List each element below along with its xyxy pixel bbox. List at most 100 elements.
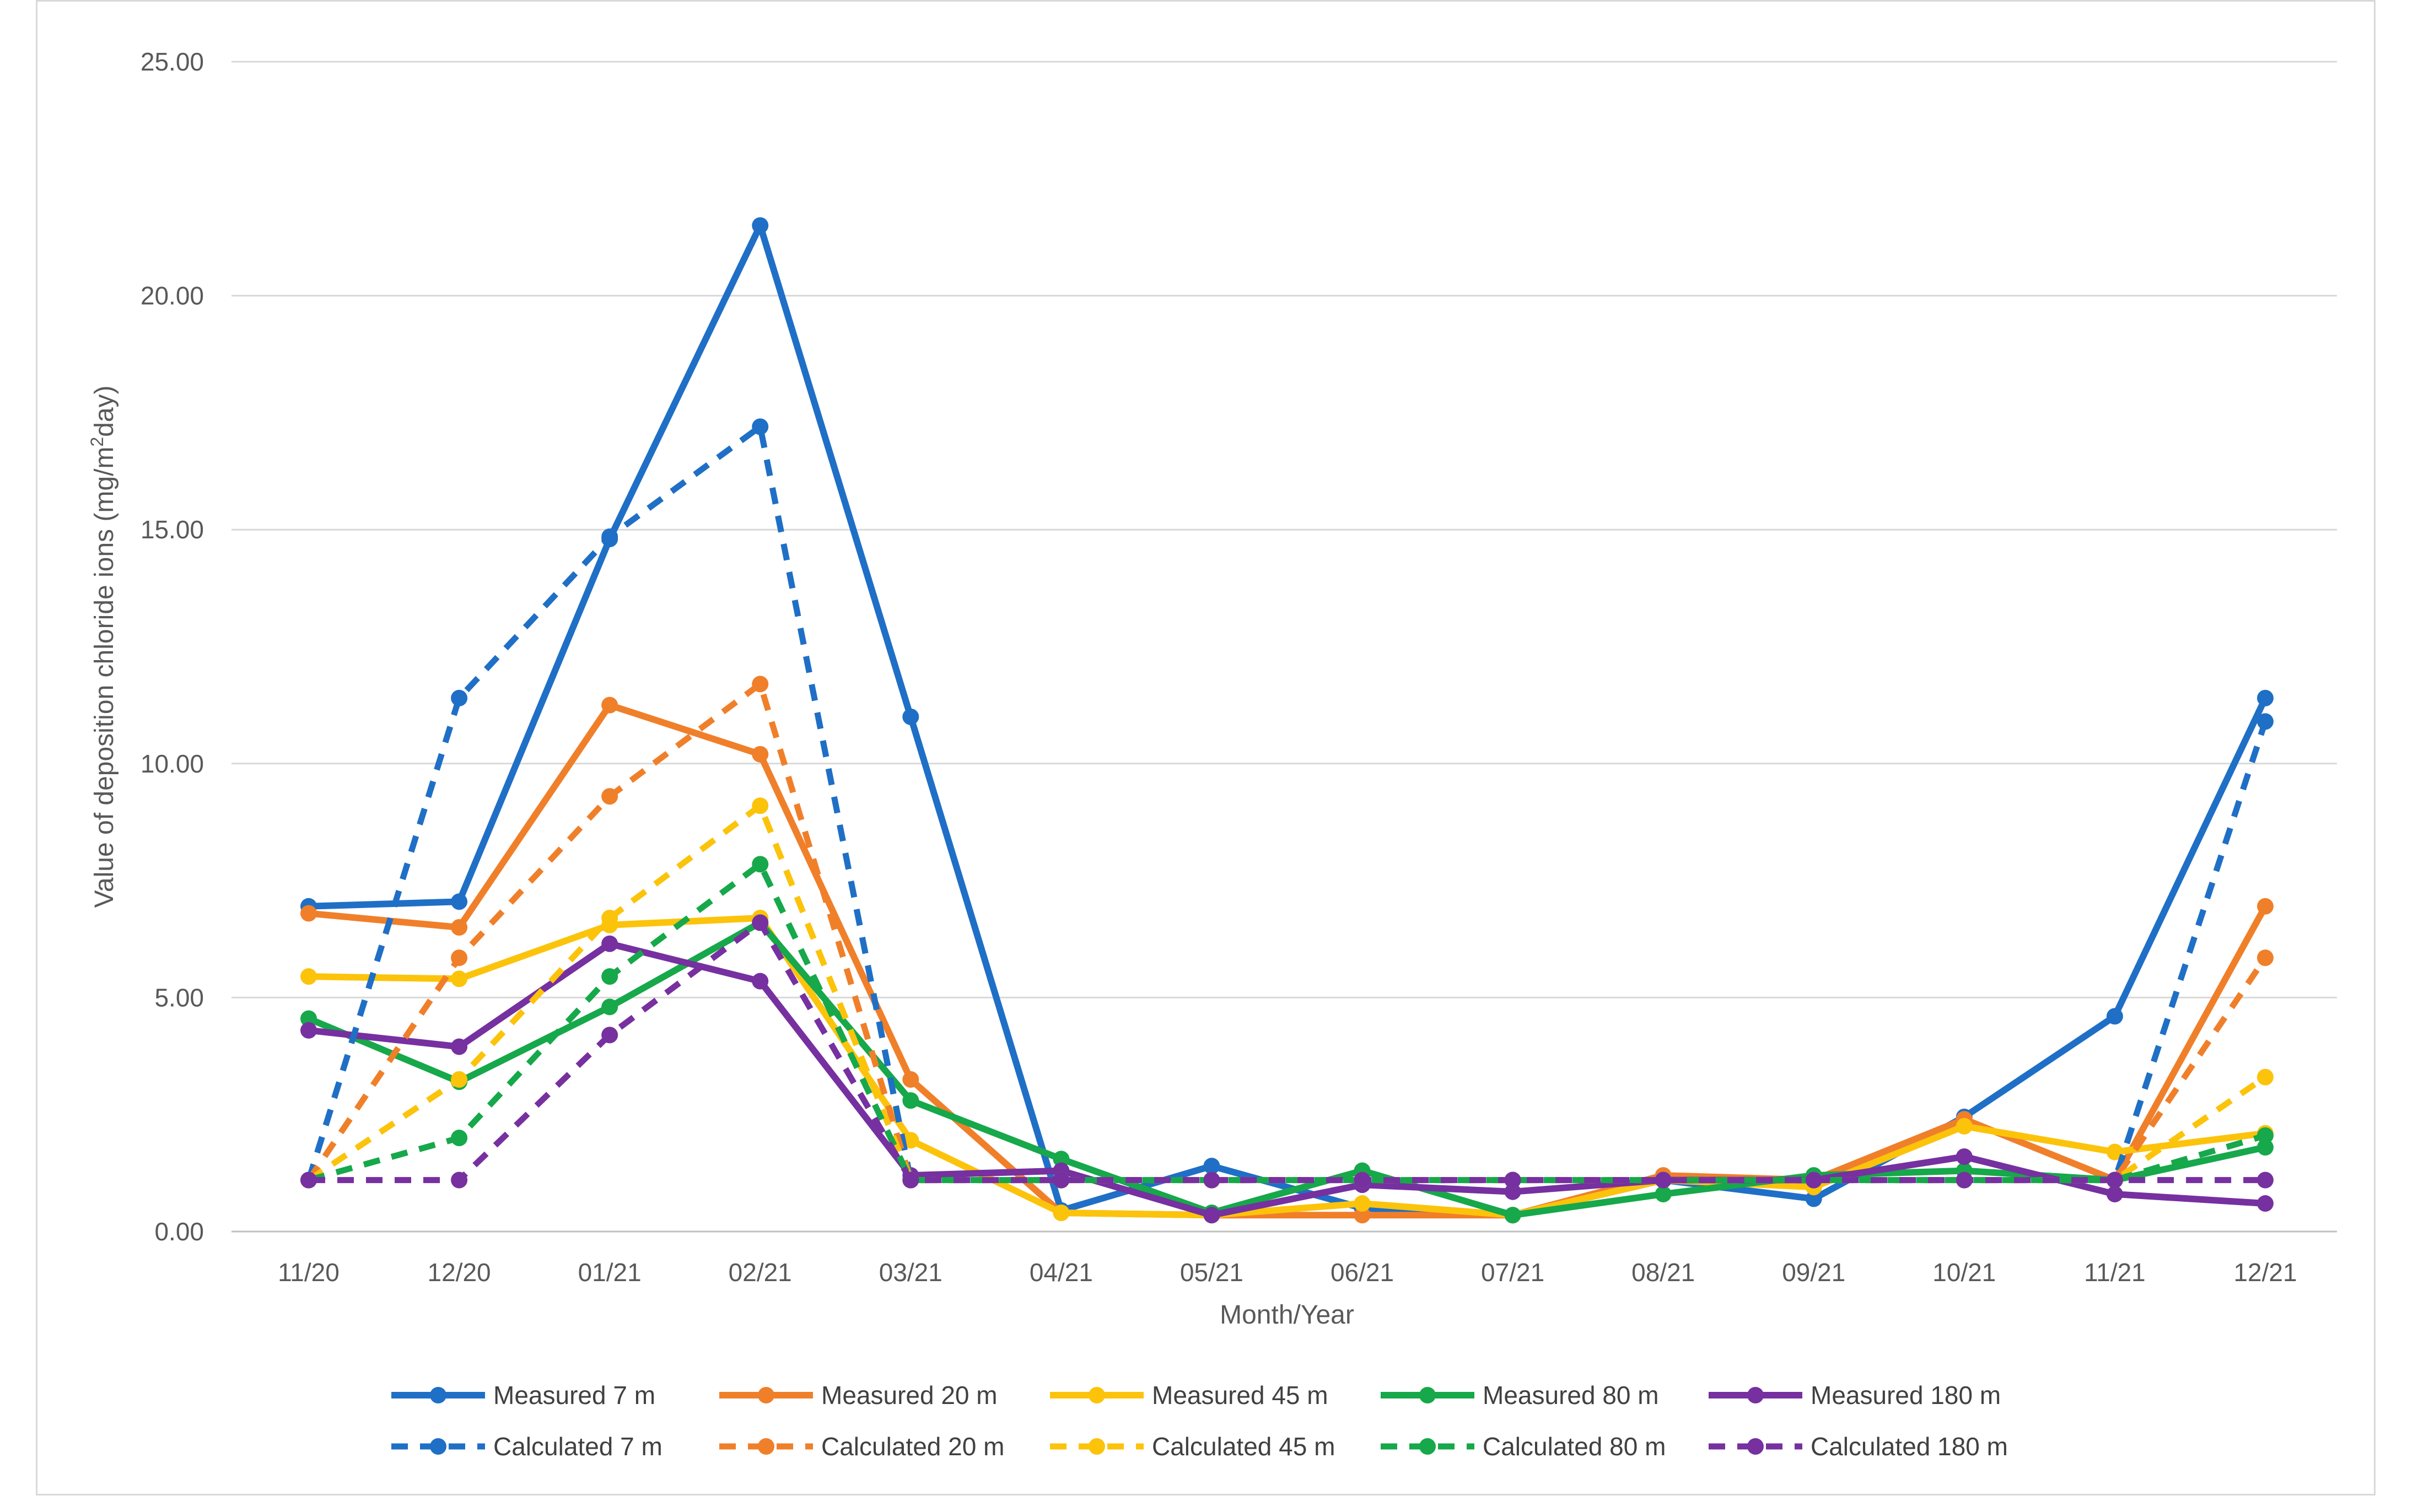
y-axis-title: Value of deposition chloride ions (mg/m2… xyxy=(87,385,119,908)
data-point xyxy=(1203,1207,1220,1224)
data-point xyxy=(1203,1158,1220,1175)
data-point xyxy=(1053,1151,1070,1168)
data-point xyxy=(2257,1139,2274,1156)
data-point xyxy=(1504,1207,1521,1224)
y-tick-label: 25.00 xyxy=(141,47,204,76)
x-tick-label: 11/21 xyxy=(2084,1258,2146,1287)
data-point xyxy=(2257,1068,2274,1086)
data-point xyxy=(2257,1195,2274,1212)
legend-marker xyxy=(1089,1438,1105,1455)
data-point xyxy=(1655,1186,1672,1203)
series-calculated-7-m xyxy=(300,418,2274,1189)
legend-label: Measured 7 m xyxy=(493,1381,655,1410)
data-point xyxy=(451,1171,468,1189)
y-axis-title-main: Value of deposition chloride ions (mg/m xyxy=(90,447,119,908)
data-point xyxy=(902,708,919,725)
legend-label: Calculated 45 m xyxy=(1152,1432,1335,1461)
data-point xyxy=(1805,1190,1822,1207)
x-tick-label: 04/21 xyxy=(1030,1258,1093,1287)
x-tick-label: 12/20 xyxy=(428,1258,491,1287)
x-tick-label: 11/20 xyxy=(278,1258,340,1287)
y-tick-label: 0.00 xyxy=(154,1217,204,1246)
y-tick-label: 5.00 xyxy=(154,983,204,1012)
x-axis-title: Month/Year xyxy=(1220,1300,1354,1330)
gridlines xyxy=(231,61,2337,1233)
y-tick-label: 15.00 xyxy=(141,515,204,544)
x-tick-label: 03/21 xyxy=(879,1258,942,1287)
data-point xyxy=(451,949,468,966)
data-point xyxy=(1956,1148,1973,1165)
data-point xyxy=(601,528,618,545)
legend-item-calculated-180-m: Calculated 180 m xyxy=(1709,1432,2008,1461)
legend-marker xyxy=(430,1387,446,1403)
legend-item-measured-45-m: Measured 45 m xyxy=(1050,1381,1328,1410)
data-point xyxy=(300,1171,317,1189)
data-point xyxy=(2257,1171,2274,1189)
data-point xyxy=(601,1027,618,1044)
series-line-calculated-20-m xyxy=(306,681,2268,1184)
data-point xyxy=(451,970,468,987)
x-tick-label: 10/21 xyxy=(1932,1258,1996,1287)
data-point xyxy=(752,418,769,435)
legend-label: Measured 45 m xyxy=(1152,1381,1328,1410)
data-point xyxy=(1053,1171,1070,1189)
legend-item-calculated-7-m: Calculated 7 m xyxy=(391,1432,663,1461)
x-tick-label: 05/21 xyxy=(1180,1258,1243,1287)
data-point xyxy=(601,935,618,952)
legend-label: Calculated 7 m xyxy=(493,1432,663,1461)
data-point xyxy=(1956,1117,1973,1135)
legend: Measured 7 m Measured 20 m Measured 45 m Me… xyxy=(391,1381,2008,1461)
data-point xyxy=(601,998,618,1016)
data-point xyxy=(2257,689,2274,706)
legend-marker xyxy=(1747,1387,1764,1403)
data-point xyxy=(752,856,769,873)
x-tick-label: 07/21 xyxy=(1481,1258,1544,1287)
data-point xyxy=(451,893,468,910)
legend-marker xyxy=(758,1387,774,1403)
data-point xyxy=(752,217,769,234)
data-point xyxy=(1956,1171,1973,1189)
series-calculated-80-m xyxy=(300,856,2274,1189)
data-point xyxy=(601,788,618,805)
data-point xyxy=(1354,1171,1371,1189)
data-point xyxy=(451,1071,468,1088)
series-line-measured-80-m xyxy=(307,919,2266,1219)
series-measured-20-m xyxy=(300,696,2274,1224)
legend-marker xyxy=(1419,1387,1436,1403)
x-axis-ticks: 11/20 12/20 01/21 02/21 03/21 04/21 05/21 06/21… xyxy=(278,1258,2297,1287)
data-point xyxy=(1053,1205,1070,1222)
series-line-measured-45-m xyxy=(308,915,2266,1219)
series-lines xyxy=(300,217,2274,1224)
data-point xyxy=(1354,1207,1371,1224)
x-tick-label: 08/21 xyxy=(1631,1258,1695,1287)
x-tick-label: 01/21 xyxy=(578,1258,642,1287)
data-point xyxy=(451,1130,468,1147)
legend-item-measured-7-m: Measured 7 m xyxy=(391,1381,655,1410)
data-point xyxy=(902,1092,919,1109)
y-axis-title-end: day) xyxy=(90,385,119,436)
data-point xyxy=(300,905,317,922)
x-tick-label: 06/21 xyxy=(1331,1258,1394,1287)
data-point xyxy=(1655,1171,1672,1189)
data-point xyxy=(2257,898,2274,915)
data-point xyxy=(2106,1008,2123,1025)
legend-label: Calculated 180 m xyxy=(1811,1432,2008,1461)
data-point xyxy=(451,919,468,936)
data-point xyxy=(300,968,317,985)
legend-item-measured-80-m: Measured 80 m xyxy=(1381,1381,1659,1410)
data-point xyxy=(2257,1127,2274,1144)
legend-item-calculated-20-m: Calculated 20 m xyxy=(719,1432,1004,1461)
data-point xyxy=(752,797,769,814)
data-point xyxy=(451,1038,468,1055)
data-point xyxy=(752,914,769,931)
y-axis-title-superscript: 2 xyxy=(87,437,107,447)
data-point xyxy=(451,689,468,706)
legend-label: Measured 180 m xyxy=(1811,1381,2001,1410)
data-point xyxy=(601,696,618,714)
data-point xyxy=(752,676,769,693)
legend-label: Calculated 80 m xyxy=(1483,1432,1666,1461)
series-calculated-180-m xyxy=(300,914,2274,1189)
y-axis-ticks: 0.00 5.00 10.00 15.00 20.00 25.00 xyxy=(141,47,204,1246)
legend-marker xyxy=(1747,1438,1764,1455)
